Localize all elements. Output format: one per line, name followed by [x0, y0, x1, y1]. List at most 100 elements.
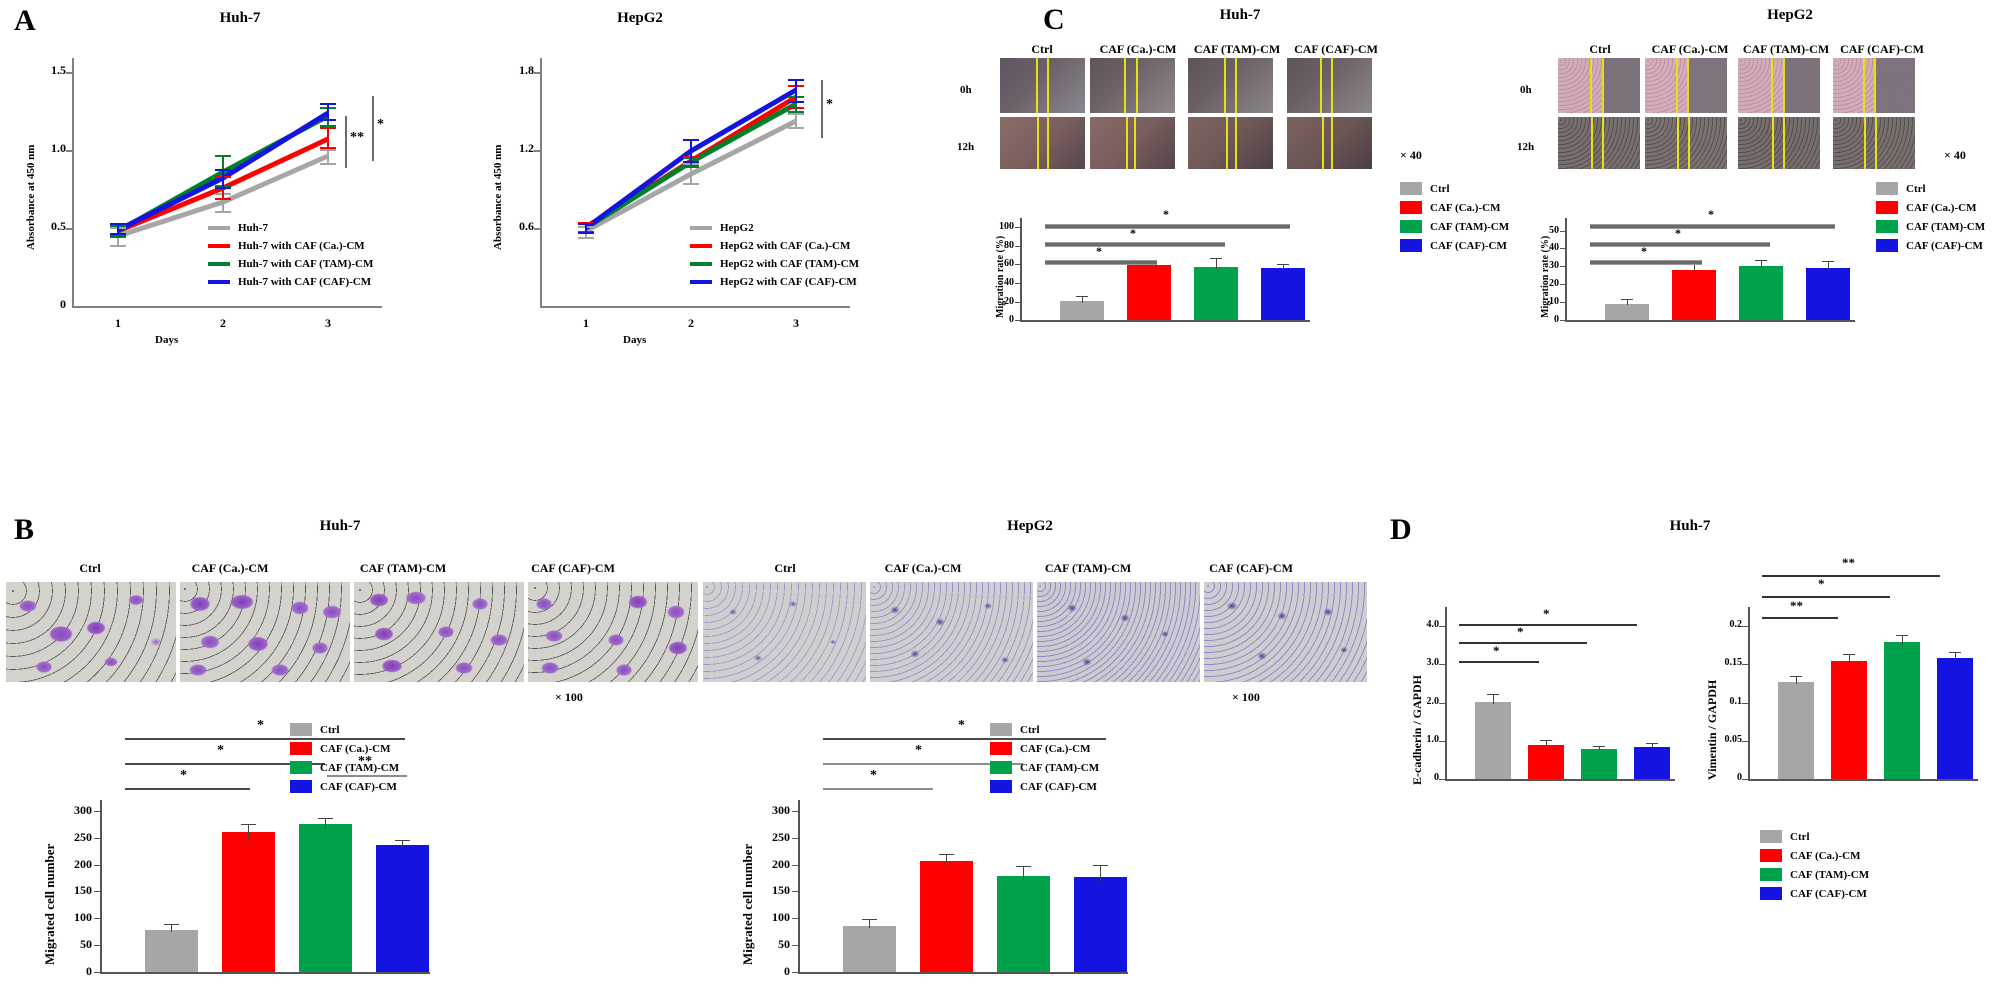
ytick-c-huh7-1: 20	[1004, 295, 1014, 307]
legend-label: Ctrl	[320, 723, 340, 736]
legend-line-icon	[208, 244, 230, 248]
legend-swatch-icon	[290, 780, 312, 793]
axis-label-d-ecad-y: E-cadherin / GAPDH	[1410, 675, 1424, 785]
sig-mark-b-hepg2-3: *	[958, 718, 965, 733]
panel-c-letter: C	[1043, 3, 1065, 36]
ytick-d-ecad-1: 1.0	[1426, 733, 1440, 745]
legend-item-b-huh7-tam: CAF (TAM)-CM	[290, 761, 399, 774]
xtick-a-huh7-3: 3	[325, 316, 331, 330]
bar-b-hepg2-ctrl	[843, 926, 896, 972]
legend-c-hepg2: Ctrl CAF (Ca.)-CM CAF (TAM)-CM CAF (CAF)…	[1876, 182, 1985, 258]
ytick-d-vim-3: 0.15	[1724, 657, 1743, 669]
wound-image-huh7-12h-ca	[1090, 117, 1175, 169]
chart-c-hepg2: 0 10 20 30 40 50 * * *	[1549, 208, 1855, 328]
bar-d-vim-ctrl	[1778, 681, 1814, 779]
sig-mark-c-hepg2-2: *	[1675, 226, 1681, 240]
ytick-b-huh7-5: 250	[74, 829, 92, 844]
legend-label: Huh-7	[238, 222, 268, 234]
bar-c-huh7-ctrl	[1060, 300, 1104, 320]
ytick-b-huh7-1: 50	[80, 937, 92, 952]
ytick-c-huh7-3: 60	[1004, 258, 1014, 270]
ytick-d-vim-4: 0.2	[1729, 619, 1743, 631]
ytick-b-hepg2-0: 0	[784, 964, 790, 978]
a-huh7-series-svg	[110, 103, 336, 247]
legend-label: CAF (Ca.)-CM	[1790, 849, 1861, 862]
bar-d-ecad-tam	[1581, 749, 1617, 779]
legend-item-a-hepg2-1: HepG2 with CAF (Ca.)-CM	[690, 240, 859, 252]
legend-swatch-icon	[1400, 239, 1422, 252]
legend-line-icon	[208, 226, 230, 230]
ytick-a-huh7-3: 1.5	[51, 63, 66, 77]
legend-label: HepG2 with CAF (Ca.)-CM	[720, 240, 851, 252]
bar-c-huh7-tam	[1194, 267, 1238, 320]
ytick-a-hepg2-0: 0.6	[519, 219, 534, 233]
ytick-b-hepg2-5: 250	[772, 829, 790, 844]
ytick-d-ecad-2: 2.0	[1426, 695, 1440, 707]
legend-swatch-icon	[1876, 220, 1898, 233]
colhead-c-hepg2-tam: CAF (TAM)-CM	[1742, 42, 1830, 56]
chart-b-huh7: 0 50 100 150 200 250 300 * * * **	[74, 719, 430, 978]
legend-label: CAF (TAM)-CM	[1430, 220, 1510, 233]
legend-label: Huh-7 with CAF (TAM)-CM	[238, 258, 374, 270]
legend-item-b-hepg2-caf: CAF (CAF)-CM	[990, 780, 1099, 793]
legend-label: Ctrl	[1790, 830, 1810, 843]
sig-mark-b-huh7-1: *	[180, 768, 187, 783]
bar-d-ecad-caf	[1634, 746, 1670, 779]
ytick-c-hepg2-1: 10	[1549, 296, 1559, 308]
sig-mark-d-ecad-1: *	[1493, 643, 1500, 658]
legend-item-c-hepg2-ctrl: Ctrl	[1876, 182, 1985, 195]
panel-b-letter: B	[14, 513, 35, 546]
sig-mark-d-vim-2: *	[1818, 576, 1825, 591]
sig-mark-c-huh7-3: *	[1163, 207, 1169, 221]
sig-mark-c-huh7-1: *	[1096, 244, 1102, 258]
bar-d-vim-tam	[1884, 642, 1920, 779]
legend-swatch-icon	[290, 723, 312, 736]
legend-c-huh7: Ctrl CAF (Ca.)-CM CAF (TAM)-CM CAF (CAF)…	[1400, 182, 1509, 258]
legend-label: CAF (Ca.)-CM	[1020, 742, 1091, 755]
legend-item-b-hepg2-ctrl: Ctrl	[990, 723, 1099, 736]
legend-item-b-hepg2-tam: CAF (TAM)-CM	[990, 761, 1099, 774]
legend-label: CAF (TAM)-CM	[1906, 220, 1986, 233]
legend-swatch-icon	[990, 723, 1012, 736]
chart-d-ecadherin: 0 1.0 2.0 3.0 4.0 * * *	[1427, 607, 1675, 787]
legend-item-d-ctrl: Ctrl	[1760, 830, 1869, 843]
legend-item-c-hepg2-caf: CAF (CAF)-CM	[1876, 239, 1985, 252]
legend-label: HepG2 with CAF (CAF)-CM	[720, 276, 857, 288]
legend-label: CAF (Ca.)-CM	[1430, 201, 1501, 214]
colhead-c-hepg2-ctrl: Ctrl	[1589, 42, 1611, 56]
ytick-b-huh7-3: 150	[74, 883, 92, 898]
legend-item-d-ca: CAF (Ca.)-CM	[1760, 849, 1869, 862]
bar-b-huh7-ca	[222, 831, 275, 972]
ytick-d-vim-0: 0	[1737, 772, 1742, 783]
sig-mark-a-huh7-2: *	[377, 117, 384, 132]
bar-b-huh7-ctrl	[145, 930, 198, 972]
legend-label: Huh-7 with CAF (Ca.)-CM	[238, 240, 365, 252]
chart-b-hepg2: 0 50 100 150 200 250 300 * * *	[772, 719, 1128, 978]
ytick-b-huh7-6: 300	[74, 802, 92, 817]
legend-d: Ctrl CAF (Ca.)-CM CAF (TAM)-CM CAF (CAF)…	[1760, 830, 1869, 906]
ytick-a-hepg2-2: 1.8	[519, 63, 534, 77]
sig-mark-b-huh7-4: **	[358, 754, 372, 769]
legend-item-d-caf: CAF (CAF)-CM	[1760, 887, 1869, 900]
legend-item-a-hepg2-0: HepG2	[690, 222, 859, 234]
sig-mark-a-hepg2-1: *	[826, 97, 833, 112]
sig-bracket-a-hepg2-1	[821, 80, 823, 138]
colhead-c-huh7-ca: CAF (Ca.)-CM	[1099, 42, 1177, 56]
colhead-b-huh7-ca: CAF (Ca.)-CM	[191, 561, 269, 575]
bar-c-hepg2-caf	[1806, 268, 1850, 320]
colhead-b-hepg2-ca: CAF (Ca.)-CM	[884, 561, 962, 575]
xtick-a-hepg2-1: 1	[583, 316, 589, 330]
bar-c-hepg2-ctrl	[1605, 303, 1649, 320]
colhead-b-huh7-tam: CAF (TAM)-CM	[359, 561, 447, 575]
sig-mark-d-vim-3: **	[1842, 555, 1855, 570]
chart-a-hepg2: 1.8 1.2 0.6 1 2 3 *	[519, 58, 850, 330]
chart-title-c-hepg2: HepG2	[1767, 7, 1813, 23]
legend-label: Ctrl	[1020, 723, 1040, 736]
chart-title-d: Huh-7	[1669, 518, 1711, 534]
ytick-a-huh7-2: 1.0	[51, 141, 66, 155]
sig-bracket-a-huh7-1	[345, 116, 347, 168]
bar-c-huh7-caf	[1261, 268, 1305, 320]
colhead-b-huh7-caf: CAF (CAF)-CM	[531, 561, 615, 575]
legend-item-c-huh7-ctrl: Ctrl	[1400, 182, 1509, 195]
colhead-b-huh7-ctrl: Ctrl	[79, 561, 101, 575]
